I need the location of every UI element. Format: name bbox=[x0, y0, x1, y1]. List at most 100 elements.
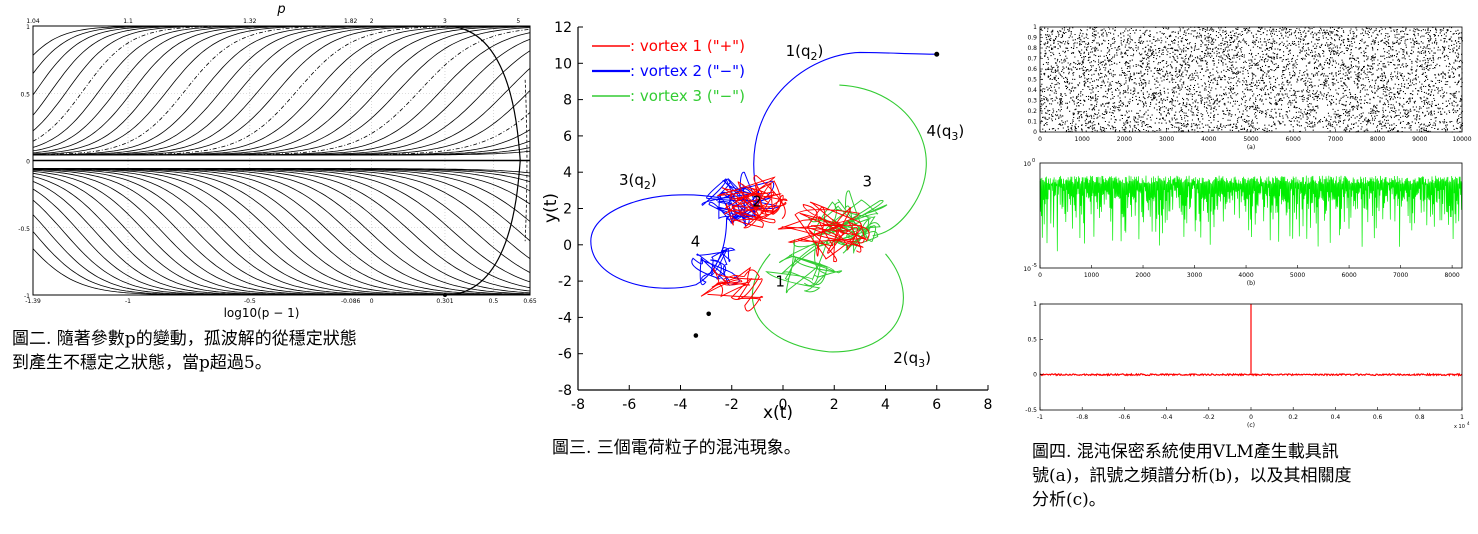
y-tick-label: -1 bbox=[24, 293, 30, 300]
x-top-tick-label: 1.04 bbox=[26, 18, 40, 25]
curve-lower bbox=[32, 168, 530, 296]
y-tick-label: 10 bbox=[1023, 161, 1031, 168]
curve-upper bbox=[33, 90, 531, 156]
y-tick-label: 6 bbox=[563, 129, 572, 145]
x-tick-label: -0.2 bbox=[1203, 414, 1215, 421]
y-tick-label: 0 bbox=[26, 159, 30, 166]
trajectory-annotation: 1 bbox=[775, 273, 785, 291]
x-tick-label: 6 bbox=[932, 397, 941, 413]
endpoint-marker bbox=[706, 311, 711, 317]
figure-4-chart: 0 1000 2000 3000 4000 5000 6000 7000 8000 9000 100… bbox=[1023, 24, 1471, 430]
vortex-1-trajectory bbox=[777, 201, 870, 262]
figure-3: 12 10 8 6 4 2 0 -2 -4 -6 -8 -8 -6 -4 -2 0 2 4 6 8 x(t) y(t): … bbox=[540, 0, 1010, 534]
endpoint-marker bbox=[693, 333, 699, 338]
curve-upper bbox=[33, 32, 531, 156]
trajectory-annotation: 4(q3) bbox=[927, 122, 965, 143]
curve-upper bbox=[33, 50, 531, 156]
curve-upper bbox=[33, 28, 531, 156]
y-tick-label: 0.2 bbox=[1027, 108, 1037, 115]
trajectory-annotation: 1(q2) bbox=[786, 42, 824, 63]
x-axis-label: log10(p − 1) bbox=[224, 306, 300, 320]
y-tick-label: 0.9 bbox=[1027, 35, 1037, 42]
x-tick-label: 0.2 bbox=[1288, 414, 1298, 421]
legend-label: : vortex 2 ("−") bbox=[630, 62, 745, 80]
y-tick-label: 0 bbox=[563, 238, 572, 254]
curve-boundary-upper bbox=[444, 25, 521, 161]
y-tick-label: 1 bbox=[1033, 301, 1037, 308]
y-tick-label: -0.5 bbox=[1025, 407, 1037, 414]
x-tick-label: 1000 bbox=[1075, 136, 1090, 143]
y-tick-label: 0 bbox=[1033, 372, 1037, 379]
x-tick-label: 4 bbox=[881, 397, 890, 413]
curve-lower bbox=[32, 169, 530, 296]
y-axis-label: y(t) bbox=[541, 193, 561, 223]
curve-lower bbox=[33, 168, 530, 296]
x-tick-label: -2 bbox=[725, 397, 739, 413]
curve-upper bbox=[33, 38, 531, 156]
x-tick-label: 8 bbox=[984, 397, 993, 413]
y-tick-label: -0.5 bbox=[18, 226, 30, 233]
y-tick-label: 0.5 bbox=[1027, 336, 1037, 343]
curve-upper bbox=[33, 129, 531, 156]
y-tick-label: 0.8 bbox=[1027, 45, 1037, 52]
x-bottom-tick-label: 0.65 bbox=[523, 298, 537, 305]
panel-label: (c) bbox=[1247, 422, 1255, 429]
curve-lower bbox=[33, 168, 531, 222]
figure-2-caption-line-2: 到產生不穩定之狀態，當p超過5。 bbox=[12, 353, 272, 373]
curve-upper bbox=[33, 150, 531, 156]
y-tick-label: 2 bbox=[563, 202, 572, 218]
x-tick-label: 2000 bbox=[1117, 136, 1132, 143]
y-tick-label: -4 bbox=[558, 310, 572, 326]
curve-upper bbox=[32, 25, 530, 74]
curve-upper bbox=[32, 25, 530, 156]
y-tick-label: 1 bbox=[26, 24, 30, 31]
y-tick-label: 0.4 bbox=[1027, 87, 1037, 94]
x-top-tick-label: 5 bbox=[516, 18, 520, 25]
x-tick-label: -8 bbox=[571, 397, 585, 413]
figure-4-caption-line-2: 號(a)，訊號之頻譜分析(b)，以及其相關度 bbox=[1032, 466, 1352, 486]
x-axis-label: x(t) bbox=[763, 403, 793, 423]
x-tick-label: -4 bbox=[674, 397, 688, 413]
x-tick-label: 3000 bbox=[1187, 272, 1202, 279]
curve-upper bbox=[33, 68, 531, 156]
x-multiplier-exponent: 4 bbox=[1467, 421, 1470, 426]
x-tick-label: 6000 bbox=[1341, 272, 1356, 279]
curve-upper bbox=[32, 25, 530, 132]
figure-2-caption: 圖二. 隨著參數p的變動，孤波解的從穩定狀態 到產生不穩定之狀態，當p超過5。 bbox=[12, 327, 357, 375]
x-bottom-tick-label: -0.086 bbox=[341, 298, 361, 305]
vortex-2-trajectory bbox=[701, 171, 781, 227]
vortex-2-trajectory bbox=[691, 247, 740, 286]
curve-lower bbox=[32, 169, 530, 296]
spectrum-line bbox=[1039, 175, 1463, 252]
trajectory-annotation: 3 bbox=[862, 173, 872, 191]
figure-4-caption-line-3: 分析(c)。 bbox=[1032, 490, 1106, 510]
x-tick-label: 4000 bbox=[1238, 272, 1253, 279]
x-tick-label: 5000 bbox=[1290, 272, 1305, 279]
curve-lower bbox=[32, 176, 530, 296]
figure-2-caption-line-1: 圖二. 隨著參數p的變動，孤波解的從穩定狀態 bbox=[12, 329, 357, 349]
x-bottom-tick-label: -0.5 bbox=[244, 298, 256, 305]
trajectory-annotation: 3(q2) bbox=[619, 171, 657, 192]
y-tick-label: 12 bbox=[554, 20, 572, 36]
figure-4-caption: 圖四. 混沌保密系統使用VLM產生載具訊 號(a)，訊號之頻譜分析(b)，以及其… bbox=[1032, 440, 1352, 512]
curve-boundary-lower bbox=[444, 160, 521, 296]
x-tick-label: 0 bbox=[1038, 136, 1042, 143]
vortex-1-trajectory bbox=[700, 266, 764, 312]
panel-a: 0 1000 2000 3000 4000 5000 6000 7000 8000 9000 100… bbox=[1027, 24, 1471, 151]
x-tick-label: 8000 bbox=[1444, 272, 1459, 279]
curve-upper bbox=[32, 25, 530, 142]
y-tick-label: 4 bbox=[563, 165, 572, 181]
x-bottom-tick-label: 0.5 bbox=[489, 298, 499, 305]
x-tick-label: 0.4 bbox=[1331, 414, 1341, 421]
x-tick-label: 9000 bbox=[1412, 136, 1427, 143]
y-tick-label: 0.3 bbox=[1027, 98, 1037, 105]
x-tick-label: 2000 bbox=[1135, 272, 1150, 279]
y-tick-label: 1 bbox=[1033, 24, 1037, 31]
plot-frame bbox=[1039, 162, 1463, 269]
y-tick-label: 0.6 bbox=[1027, 66, 1037, 73]
panel-label: (b) bbox=[1247, 280, 1256, 287]
x-tick-label: -0.8 bbox=[1076, 414, 1088, 421]
vortex-1-trajectory bbox=[717, 174, 788, 229]
